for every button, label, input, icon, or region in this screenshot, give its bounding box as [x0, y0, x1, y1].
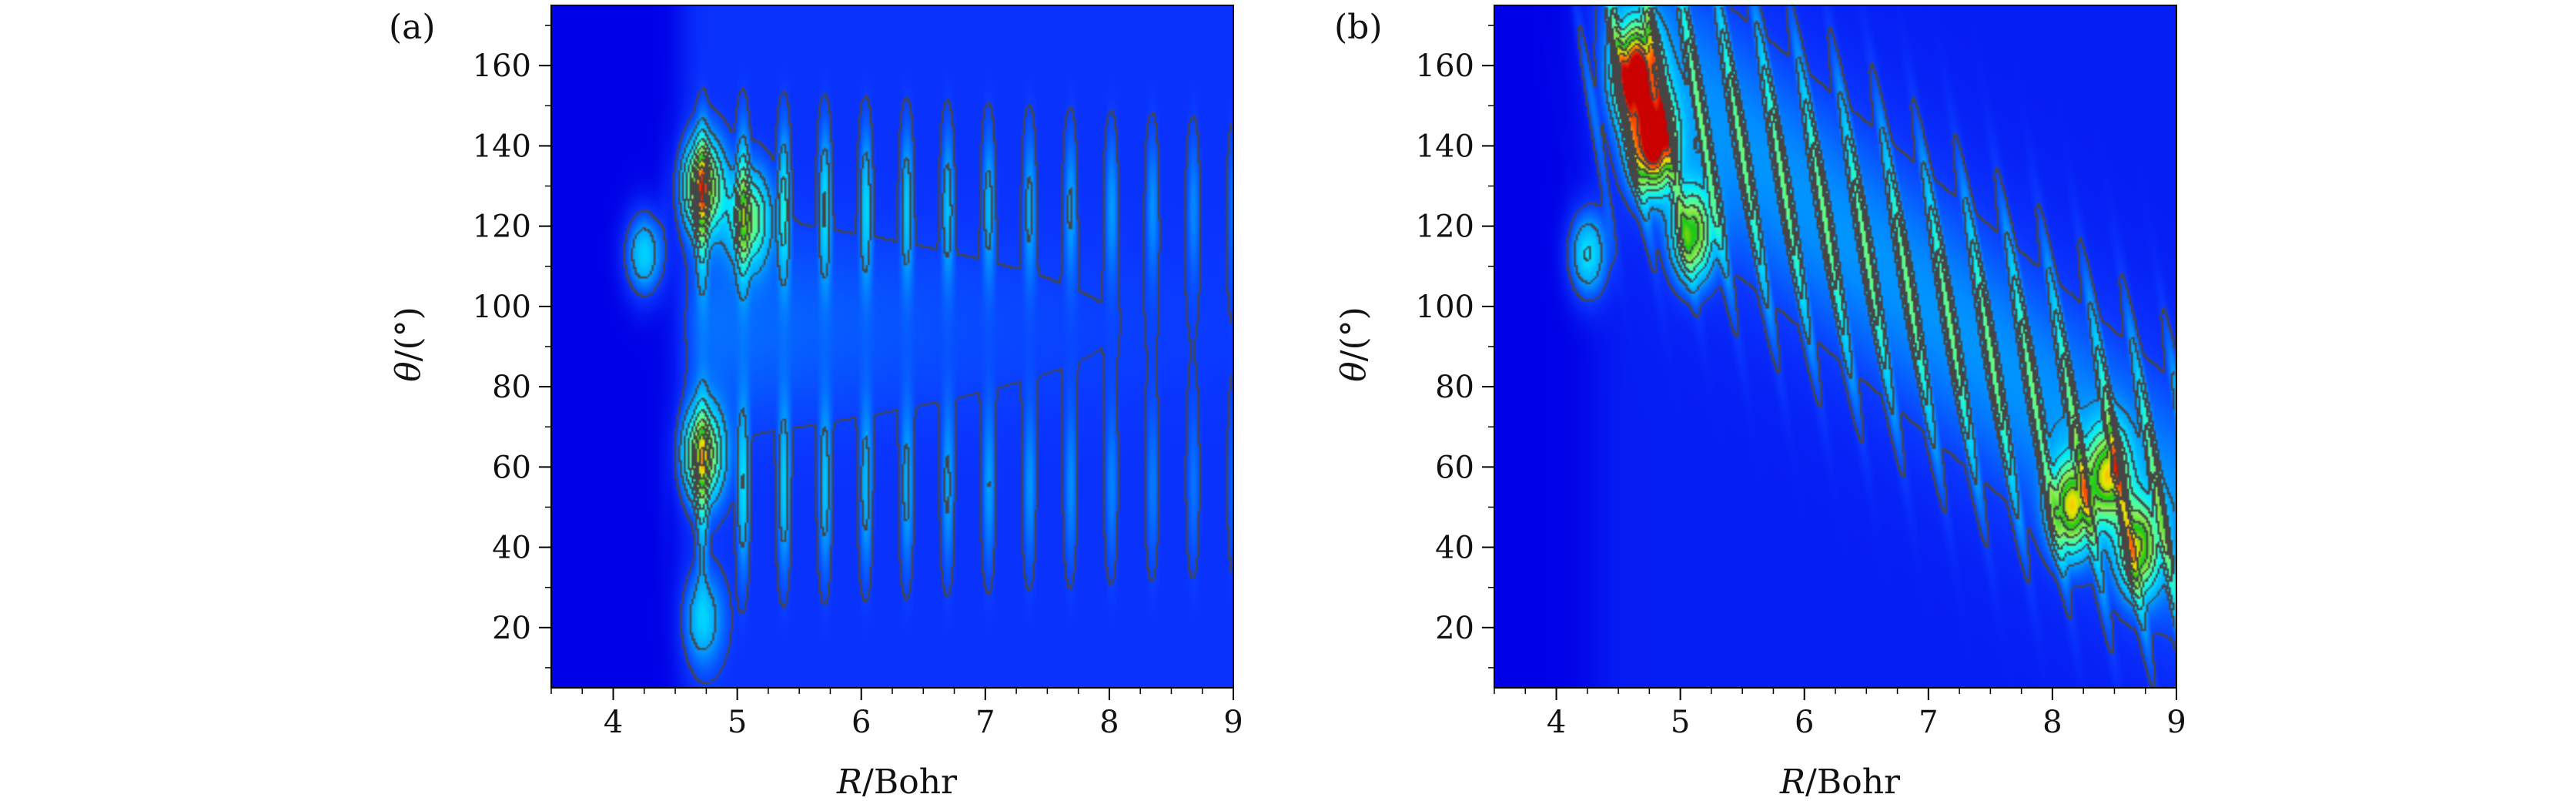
y-tick-label-b-5: 120 [1416, 209, 1474, 245]
x-tick-label-b-4: 8 [2042, 705, 2062, 740]
x-tick-label-b-5: 9 [2166, 705, 2186, 740]
y-axis-title-b: θ/(°) [1334, 307, 1373, 382]
y-tick-label-a-1: 40 [492, 531, 531, 566]
x-tick-label-b-0: 4 [1547, 705, 1566, 740]
y-tick-label-b-3: 80 [1435, 370, 1474, 405]
x-axis-var-b: R [1779, 762, 1805, 802]
panel-b: (b) 4 5 6 7 8 9 20 40 60 80 100 120 140 160 θ/(°) R/B… [1334, 5, 2186, 802]
x-axis-var-a: R [836, 762, 862, 802]
y-axis-var-b: θ [1334, 361, 1373, 382]
axes-b: 4 5 6 7 8 9 20 40 60 80 100 120 140 160 [1416, 5, 2186, 740]
y-tick-label-b-2: 60 [1435, 450, 1474, 485]
axes-a: 4 5 6 7 8 9 20 40 60 80 100 120 140 160 [473, 5, 1243, 740]
y-tick-label-b-7: 160 [1416, 49, 1474, 84]
y-axis-title-a: θ/(°) [389, 307, 428, 382]
x-tick-label-a-3: 7 [975, 705, 995, 740]
x-tick-label-a-5: 9 [1223, 705, 1243, 740]
y-axis-var-a: θ [389, 361, 428, 382]
heatmap-plot-b [1494, 5, 2176, 688]
y-tick-label-a-7: 160 [473, 49, 531, 84]
x-axis-unit-b: /Bohr [1805, 762, 1901, 802]
x-tick-label-b-3: 7 [1919, 705, 1938, 740]
x-axis-title-a: R/Bohr [836, 762, 958, 802]
x-tick-label-a-0: 4 [604, 705, 623, 740]
panel-label-b: (b) [1334, 8, 1383, 47]
y-tick-label-a-3: 80 [492, 370, 531, 405]
y-axis-unit-b: /(°) [1334, 307, 1373, 361]
y-axis-unit-a: /(°) [389, 307, 428, 361]
x-tick-label-a-2: 6 [851, 705, 871, 740]
x-tick-label-b-2: 6 [1795, 705, 1814, 740]
x-axis-title-b: R/Bohr [1779, 762, 1901, 802]
x-tick-label-a-4: 8 [1099, 705, 1119, 740]
y-tick-label-a-5: 120 [473, 209, 531, 245]
svg-text:θ/(°): θ/(°) [1334, 307, 1373, 382]
panel-label-a: (a) [389, 8, 436, 47]
y-tick-label-b-0: 20 [1435, 611, 1474, 646]
y-tick-label-b-4: 100 [1416, 290, 1474, 325]
y-tick-label-b-6: 140 [1416, 129, 1474, 164]
y-tick-label-a-6: 140 [473, 129, 531, 164]
heatmap-image-a [551, 5, 1233, 688]
heatmap-plot-a [551, 5, 1233, 688]
y-tick-label-a-0: 20 [492, 611, 531, 646]
y-tick-label-a-2: 60 [492, 450, 531, 485]
heatmap-image-b [1494, 5, 2176, 688]
svg-text:θ/(°): θ/(°) [389, 307, 428, 382]
x-tick-label-b-1: 5 [1671, 705, 1690, 740]
y-tick-label-a-4: 100 [473, 290, 531, 325]
panel-a: (a) 4 5 6 7 8 9 20 40 60 80 100 120 140 160 θ/(°) R/B… [389, 5, 1243, 802]
x-axis-unit-a: /Bohr [862, 762, 958, 802]
x-tick-label-a-1: 5 [728, 705, 747, 740]
y-tick-label-b-1: 40 [1435, 531, 1474, 566]
